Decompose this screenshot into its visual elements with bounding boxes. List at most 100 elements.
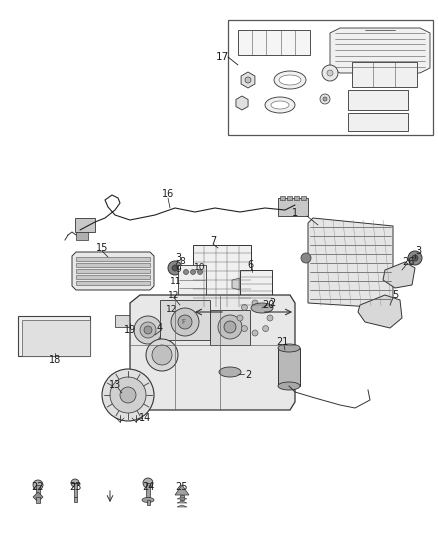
Bar — [278, 198, 308, 216]
Text: 10: 10 — [194, 263, 206, 272]
Circle shape — [102, 369, 154, 421]
Bar — [240, 270, 272, 312]
Polygon shape — [72, 252, 154, 290]
Bar — [348, 90, 408, 110]
Circle shape — [172, 265, 178, 271]
Text: 2: 2 — [269, 298, 275, 308]
Bar — [115, 315, 163, 327]
Circle shape — [252, 330, 258, 336]
Polygon shape — [236, 96, 248, 110]
Text: 12: 12 — [166, 305, 178, 314]
Bar — [348, 113, 408, 131]
Bar — [74, 483, 77, 497]
Circle shape — [171, 308, 199, 336]
Ellipse shape — [279, 75, 301, 85]
Circle shape — [71, 479, 79, 487]
Text: 5: 5 — [392, 290, 398, 300]
Bar — [238, 30, 310, 55]
Bar — [36, 497, 40, 503]
Polygon shape — [330, 28, 430, 73]
Ellipse shape — [251, 303, 273, 313]
Bar — [36, 485, 40, 497]
Circle shape — [144, 326, 152, 334]
Circle shape — [301, 253, 311, 263]
Polygon shape — [177, 497, 187, 499]
Text: 16: 16 — [162, 189, 174, 199]
Circle shape — [146, 339, 178, 371]
Circle shape — [408, 251, 422, 265]
Circle shape — [120, 387, 136, 403]
Bar — [178, 265, 206, 295]
Text: 23: 23 — [69, 482, 81, 492]
Bar — [294, 196, 299, 200]
Bar — [280, 196, 285, 200]
Text: F: F — [181, 319, 185, 325]
Circle shape — [252, 300, 258, 306]
Circle shape — [191, 270, 195, 274]
Circle shape — [412, 255, 418, 261]
Circle shape — [245, 77, 251, 83]
Circle shape — [184, 270, 188, 274]
Bar — [301, 196, 306, 200]
Bar — [75, 218, 95, 232]
Circle shape — [241, 304, 247, 310]
Bar — [76, 281, 150, 285]
Circle shape — [143, 478, 153, 488]
Ellipse shape — [265, 97, 295, 113]
Text: 11: 11 — [170, 278, 182, 287]
Text: 9: 9 — [175, 265, 181, 274]
Text: 25: 25 — [176, 482, 188, 492]
Bar — [352, 62, 417, 87]
Text: 4: 4 — [157, 323, 163, 333]
Bar — [18, 316, 90, 356]
Polygon shape — [358, 295, 402, 328]
Bar — [76, 232, 88, 240]
Text: 13: 13 — [109, 380, 121, 390]
Text: 2: 2 — [245, 370, 251, 380]
Bar — [287, 196, 292, 200]
Text: 17: 17 — [215, 52, 229, 62]
Polygon shape — [383, 262, 415, 288]
Circle shape — [237, 315, 243, 321]
Polygon shape — [308, 218, 393, 308]
Circle shape — [322, 65, 338, 81]
Text: 19: 19 — [124, 325, 136, 335]
Circle shape — [327, 70, 333, 76]
Bar — [76, 257, 150, 261]
Text: 24: 24 — [142, 482, 154, 492]
Bar — [146, 500, 149, 505]
Circle shape — [323, 97, 327, 101]
Ellipse shape — [274, 71, 306, 89]
Polygon shape — [130, 295, 295, 410]
Circle shape — [33, 480, 43, 490]
Bar — [76, 263, 150, 267]
Text: 12: 12 — [168, 290, 180, 300]
Polygon shape — [175, 485, 189, 495]
Circle shape — [152, 345, 172, 365]
Text: 14: 14 — [139, 413, 151, 423]
Bar — [228, 20, 433, 135]
Ellipse shape — [142, 497, 154, 503]
Bar — [210, 310, 250, 345]
Text: 18: 18 — [49, 355, 61, 365]
Polygon shape — [232, 278, 240, 290]
Ellipse shape — [278, 344, 300, 352]
Ellipse shape — [278, 382, 300, 390]
Text: 8: 8 — [179, 257, 185, 266]
Circle shape — [263, 304, 268, 310]
Circle shape — [263, 326, 268, 332]
Text: 1: 1 — [292, 208, 298, 218]
Circle shape — [241, 326, 247, 332]
Bar — [76, 275, 150, 279]
Text: 26: 26 — [402, 257, 414, 267]
Circle shape — [198, 270, 202, 274]
Bar — [180, 495, 184, 500]
Text: 3: 3 — [175, 253, 181, 263]
Text: 6: 6 — [247, 260, 253, 270]
Ellipse shape — [219, 367, 241, 377]
Circle shape — [224, 321, 236, 333]
Text: 22: 22 — [32, 482, 44, 492]
Bar — [22, 320, 90, 356]
Bar — [146, 483, 150, 497]
Circle shape — [168, 261, 182, 275]
